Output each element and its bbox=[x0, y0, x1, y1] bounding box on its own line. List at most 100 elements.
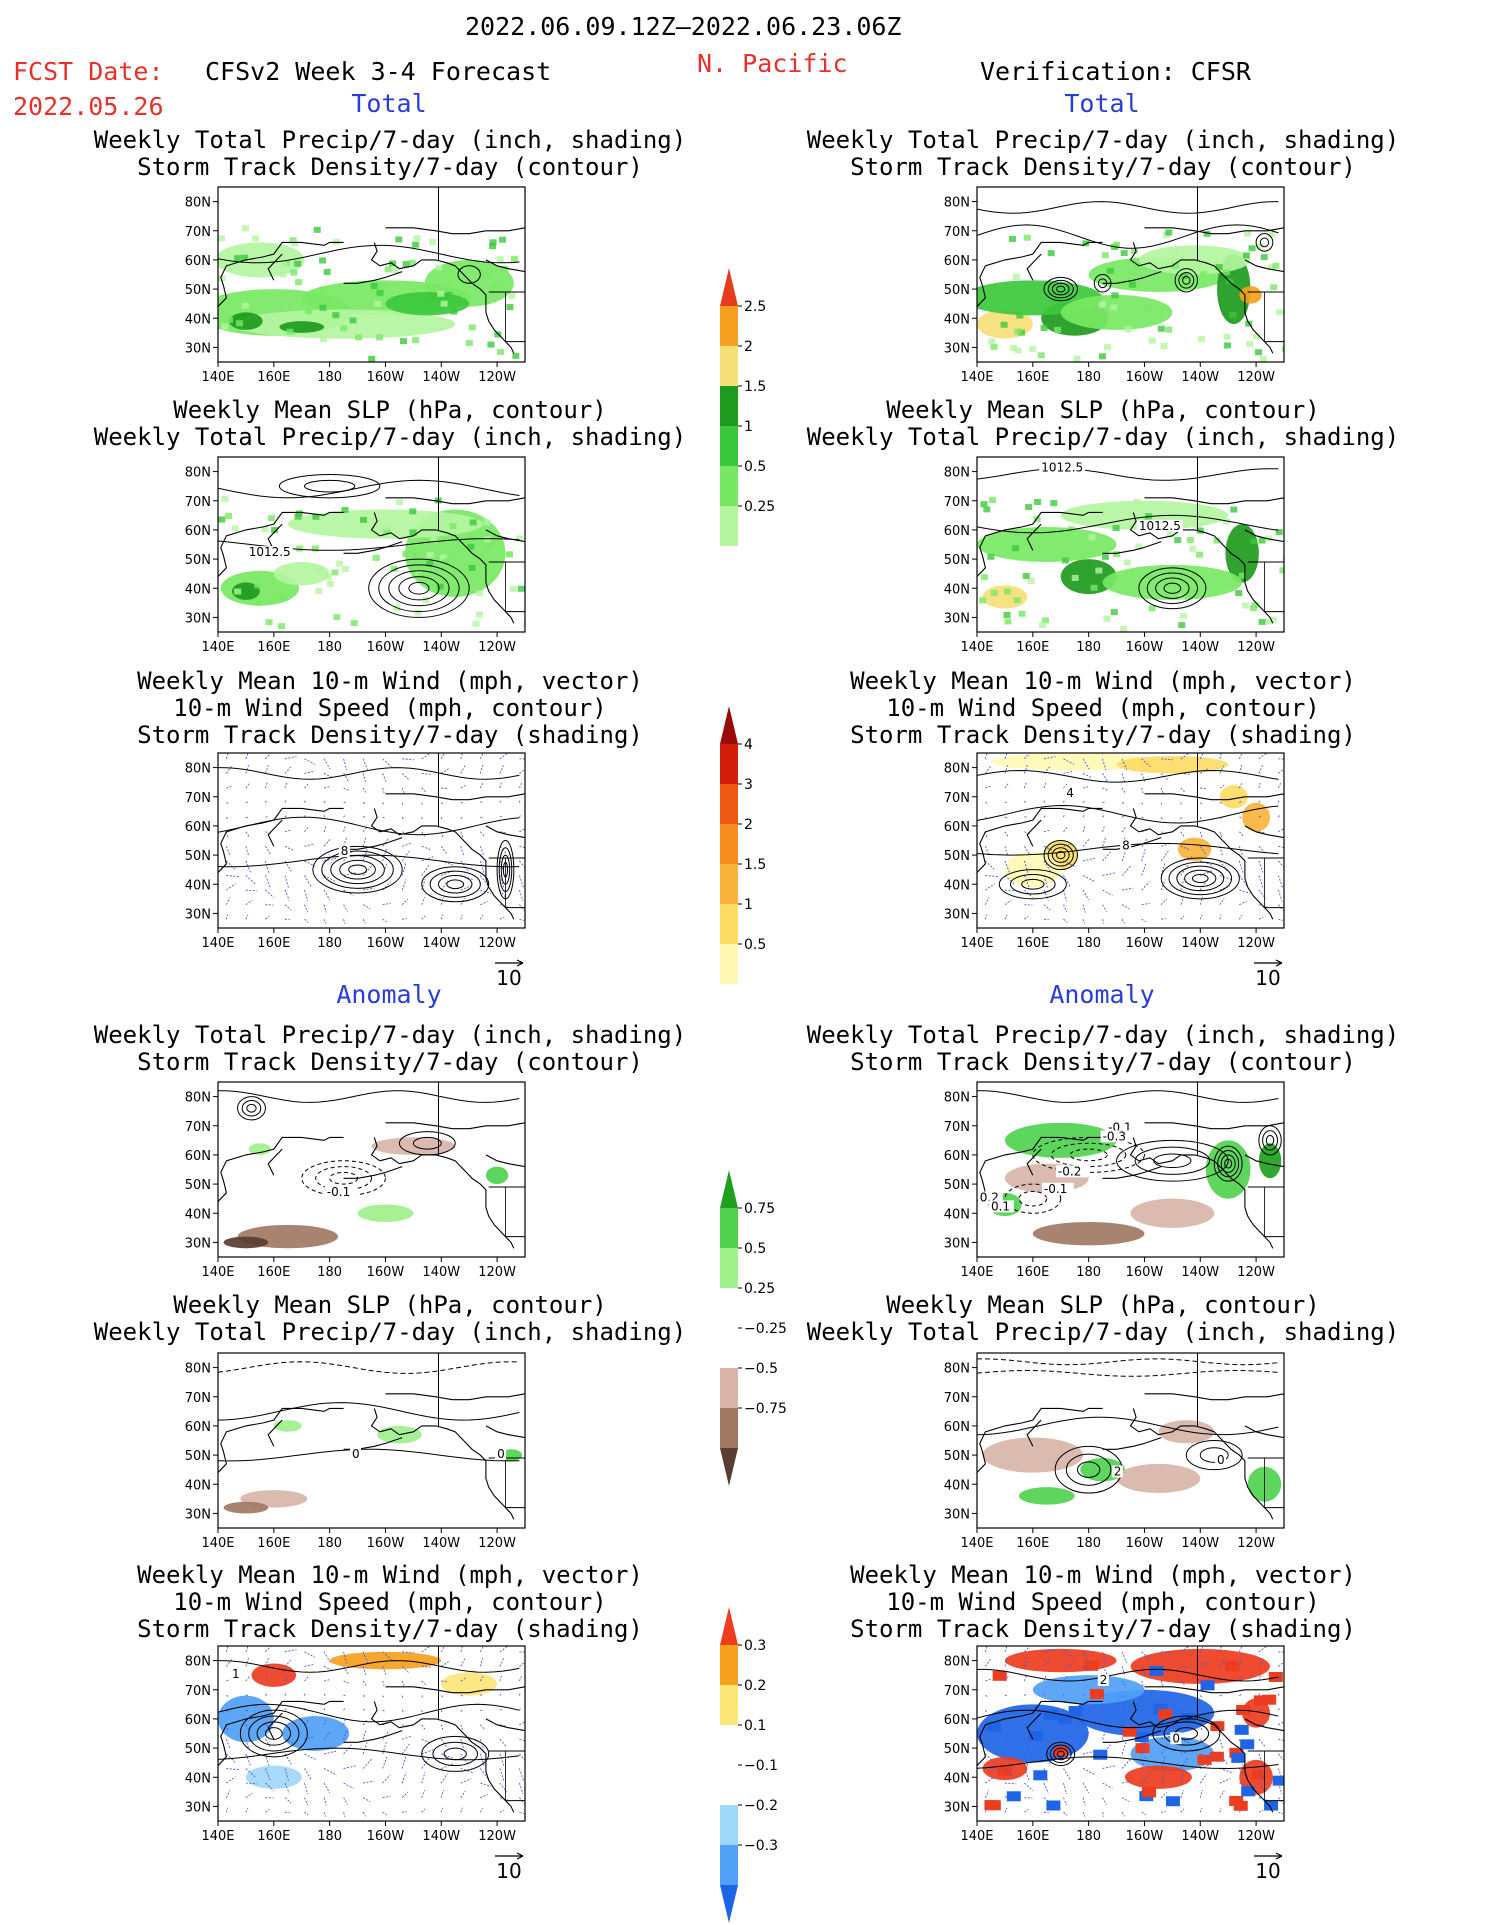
wind-vector bbox=[421, 1757, 430, 1769]
lon-tick-label: 140W bbox=[1181, 936, 1219, 951]
wind-vector bbox=[323, 758, 331, 770]
wind-vector bbox=[1219, 1790, 1225, 1798]
wind-vector bbox=[226, 785, 232, 789]
wind-vector bbox=[421, 1772, 426, 1784]
shading-cell bbox=[1197, 335, 1205, 342]
shading-cell bbox=[1103, 344, 1111, 351]
coastline bbox=[1244, 1425, 1284, 1439]
colorbar-label: −0.1 bbox=[744, 1758, 778, 1774]
wind-vector bbox=[460, 1646, 463, 1652]
shading-cell bbox=[506, 551, 514, 558]
coastline bbox=[1129, 242, 1274, 354]
shading-cell bbox=[523, 621, 525, 628]
contour-label-bg bbox=[1041, 1182, 1074, 1195]
wind-vector bbox=[460, 816, 464, 820]
contour-line bbox=[1155, 577, 1190, 599]
wind-vector bbox=[518, 1782, 524, 1794]
wind-vector bbox=[382, 1651, 392, 1661]
wind-vector bbox=[1219, 1677, 1225, 1682]
contour-label-group: 8 bbox=[338, 844, 350, 858]
map-frame bbox=[976, 186, 1285, 363]
wind-vector bbox=[245, 875, 256, 885]
wind-vector bbox=[1219, 1807, 1222, 1813]
wind-vector bbox=[421, 772, 431, 775]
wind-vector bbox=[1238, 1768, 1248, 1780]
shading-cell bbox=[1128, 281, 1136, 288]
colorbar-segment bbox=[720, 386, 738, 426]
shading-cell bbox=[468, 324, 476, 331]
lon-tick-label: 180 bbox=[1076, 936, 1101, 951]
shading-cell bbox=[1229, 311, 1237, 318]
wind-vector bbox=[401, 850, 410, 862]
wind-vector bbox=[1082, 1812, 1086, 1817]
shading-region bbox=[231, 582, 260, 600]
colorbar-segment bbox=[720, 1288, 738, 1328]
wind-vector bbox=[1180, 1808, 1185, 1813]
contour-label-bg bbox=[1039, 461, 1086, 474]
wind-vector bbox=[984, 1724, 988, 1731]
lon-tick-label: 120W bbox=[1237, 370, 1275, 385]
wind-vector bbox=[225, 897, 231, 905]
wind-vector bbox=[1063, 889, 1068, 902]
wind-vector bbox=[460, 831, 464, 838]
colorbar-end-cap bbox=[720, 984, 738, 1022]
shading-cell bbox=[476, 611, 484, 618]
wind-vector bbox=[363, 1780, 375, 1784]
contour-label-bg bbox=[349, 1448, 361, 1460]
wind-vector bbox=[245, 1657, 249, 1667]
wind-vector bbox=[1219, 831, 1223, 838]
shading-cell bbox=[1028, 1730, 1043, 1741]
shading-cell bbox=[241, 254, 249, 261]
shading-cell bbox=[440, 300, 448, 307]
contour-line bbox=[218, 816, 520, 836]
wind-vector bbox=[245, 1807, 249, 1813]
lat-tick-label: 30N bbox=[185, 611, 211, 626]
shading-cell bbox=[355, 334, 363, 341]
colorbar-segment bbox=[720, 1328, 738, 1368]
contour-line bbox=[977, 201, 1279, 214]
wind-vector bbox=[499, 799, 502, 803]
colorbar-label: 0.75 bbox=[744, 1201, 775, 1217]
wind-vector bbox=[479, 1657, 484, 1667]
wind-vector bbox=[984, 1646, 988, 1652]
wind-vector bbox=[1141, 918, 1146, 923]
wind-vector bbox=[304, 1782, 309, 1795]
wind-vector bbox=[265, 916, 270, 920]
contour-line bbox=[977, 468, 1279, 481]
wind-vector bbox=[265, 1753, 270, 1766]
contour-line bbox=[264, 1727, 283, 1740]
wind-vector bbox=[479, 1676, 484, 1682]
wind-vector bbox=[245, 914, 249, 920]
shading-cell bbox=[1209, 1751, 1224, 1762]
wind-vector bbox=[362, 802, 367, 805]
shading-cell bbox=[1022, 572, 1030, 579]
wind-vector bbox=[441, 1661, 449, 1667]
lon-tick-label: 160W bbox=[1126, 936, 1164, 951]
title-line: Storm Track Density/7-day (shading) bbox=[850, 721, 1356, 749]
shading-cell bbox=[1215, 263, 1223, 270]
wind-vector bbox=[1239, 800, 1243, 803]
contour-label-group: -0.1 bbox=[1041, 1182, 1074, 1196]
wind-vector bbox=[1161, 1811, 1166, 1813]
colorbar-segment bbox=[720, 1248, 738, 1288]
wind-vector bbox=[1258, 782, 1261, 789]
wind-vector bbox=[225, 753, 229, 759]
wind-vector bbox=[1063, 1664, 1073, 1667]
shading-cell bbox=[278, 623, 286, 630]
wind-vector bbox=[1102, 758, 1107, 771]
colorbar-label: 2.5 bbox=[744, 299, 766, 315]
colorbar-label: 0.1 bbox=[744, 1718, 766, 1734]
wind-vector bbox=[226, 1695, 230, 1698]
wind-vector bbox=[304, 843, 314, 847]
wind-vector bbox=[343, 919, 346, 924]
shading-cell bbox=[445, 291, 453, 298]
shading-cell bbox=[437, 290, 445, 297]
contour-line bbox=[218, 244, 520, 264]
colorbar-label: 1 bbox=[744, 897, 753, 913]
wind-vector bbox=[245, 816, 250, 819]
shading-cell bbox=[517, 585, 525, 592]
wind-vector bbox=[401, 1743, 410, 1755]
wind-vector bbox=[265, 889, 275, 898]
